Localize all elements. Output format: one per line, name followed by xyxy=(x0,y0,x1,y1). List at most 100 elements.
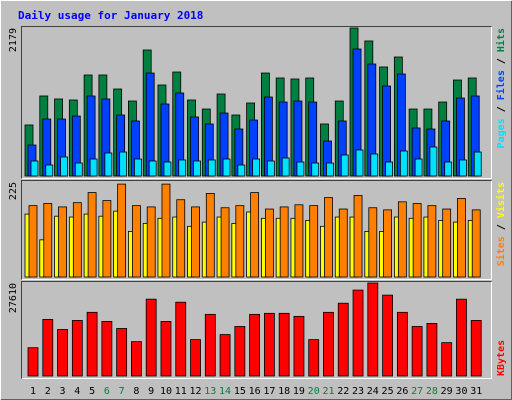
bar xyxy=(57,329,68,377)
x-tick-label: 13 xyxy=(204,386,216,397)
legend-separator: / xyxy=(496,52,507,70)
y-tick-label: 27610 xyxy=(8,283,19,313)
bar xyxy=(340,154,349,177)
bar xyxy=(43,203,53,278)
bar xyxy=(397,201,407,278)
bar xyxy=(249,313,261,377)
bar xyxy=(470,320,482,377)
x-tick-label: 20 xyxy=(308,386,320,397)
x-tick-label: 5 xyxy=(89,386,95,397)
bar xyxy=(222,158,231,177)
legend-entry: Visits xyxy=(495,182,507,218)
bar xyxy=(368,207,378,278)
bar xyxy=(160,321,172,377)
x-tick-label: 28 xyxy=(426,386,438,397)
bar xyxy=(296,161,305,177)
bar xyxy=(205,192,215,278)
x-tick-label: 17 xyxy=(263,386,275,397)
bar xyxy=(72,202,82,278)
legend: Sites / Visits xyxy=(495,182,507,266)
x-tick-label: 15 xyxy=(234,386,246,397)
bar xyxy=(60,156,68,177)
bar xyxy=(309,205,319,278)
bar xyxy=(426,323,438,377)
bar xyxy=(382,294,393,377)
bar xyxy=(219,334,231,377)
bar xyxy=(74,162,83,177)
bar xyxy=(337,302,349,377)
bar xyxy=(163,161,172,177)
x-tick-label: 19 xyxy=(293,386,305,397)
bar xyxy=(281,157,290,177)
bar xyxy=(266,160,275,177)
bar xyxy=(234,326,246,377)
bar xyxy=(145,72,155,177)
legend: Pages / Files / Hits xyxy=(495,28,507,148)
bar xyxy=(367,282,379,377)
x-tick-label: 22 xyxy=(337,386,349,397)
bar xyxy=(308,339,320,377)
bar xyxy=(119,151,128,177)
legend-entry: Hits xyxy=(495,28,507,52)
bar xyxy=(383,209,392,278)
bar xyxy=(207,159,216,177)
chart-title: Daily usage for January 2018 xyxy=(18,9,203,22)
x-tick-label: 4 xyxy=(74,386,80,397)
bar xyxy=(146,206,156,278)
panel-border-dark xyxy=(21,281,492,379)
y-tick-label: 225 xyxy=(8,182,19,200)
x-tick-label: 16 xyxy=(249,386,261,397)
bar xyxy=(191,206,200,278)
bar xyxy=(457,198,466,278)
bar xyxy=(442,208,452,278)
x-tick-label: 8 xyxy=(133,386,139,397)
x-tick-label: 6 xyxy=(104,386,110,397)
bar xyxy=(104,152,113,177)
bar xyxy=(324,197,333,278)
bar xyxy=(190,339,201,377)
panel-border-light xyxy=(22,27,492,179)
bar xyxy=(89,158,98,177)
bar xyxy=(429,146,438,177)
bar xyxy=(193,160,201,177)
x-tick-label: 24 xyxy=(367,386,379,397)
x-tick-label: 7 xyxy=(119,386,125,397)
legend: KBytes xyxy=(496,340,507,376)
bar xyxy=(471,209,481,278)
legend-separator: / xyxy=(496,218,507,236)
bar xyxy=(323,311,334,377)
bar xyxy=(411,326,423,377)
x-tick-label: 11 xyxy=(175,386,187,397)
bar xyxy=(132,205,141,278)
bar xyxy=(294,204,304,278)
bar xyxy=(396,311,408,377)
x-tick-label: 31 xyxy=(470,386,482,397)
bar xyxy=(412,203,422,278)
bar xyxy=(176,199,186,278)
bar xyxy=(178,159,187,177)
panel-border-light xyxy=(22,181,492,280)
bar xyxy=(427,205,437,278)
bar xyxy=(311,162,320,177)
panel-border-dark xyxy=(21,180,492,280)
bar xyxy=(264,208,274,278)
bar xyxy=(278,312,290,377)
x-tick-label: 21 xyxy=(322,386,334,397)
bar xyxy=(86,311,98,377)
bar xyxy=(263,312,275,377)
x-tick-label: 26 xyxy=(396,386,408,397)
x-tick-label: 23 xyxy=(352,386,364,397)
bar xyxy=(353,195,363,278)
legend-entry: Sites xyxy=(495,236,507,266)
panel-border-light xyxy=(22,282,492,379)
bar xyxy=(250,192,260,278)
bar xyxy=(145,298,157,377)
bar xyxy=(399,150,408,177)
bar xyxy=(58,206,67,278)
bar xyxy=(134,158,142,177)
x-tick-label: 29 xyxy=(441,386,453,397)
bar xyxy=(161,183,171,278)
